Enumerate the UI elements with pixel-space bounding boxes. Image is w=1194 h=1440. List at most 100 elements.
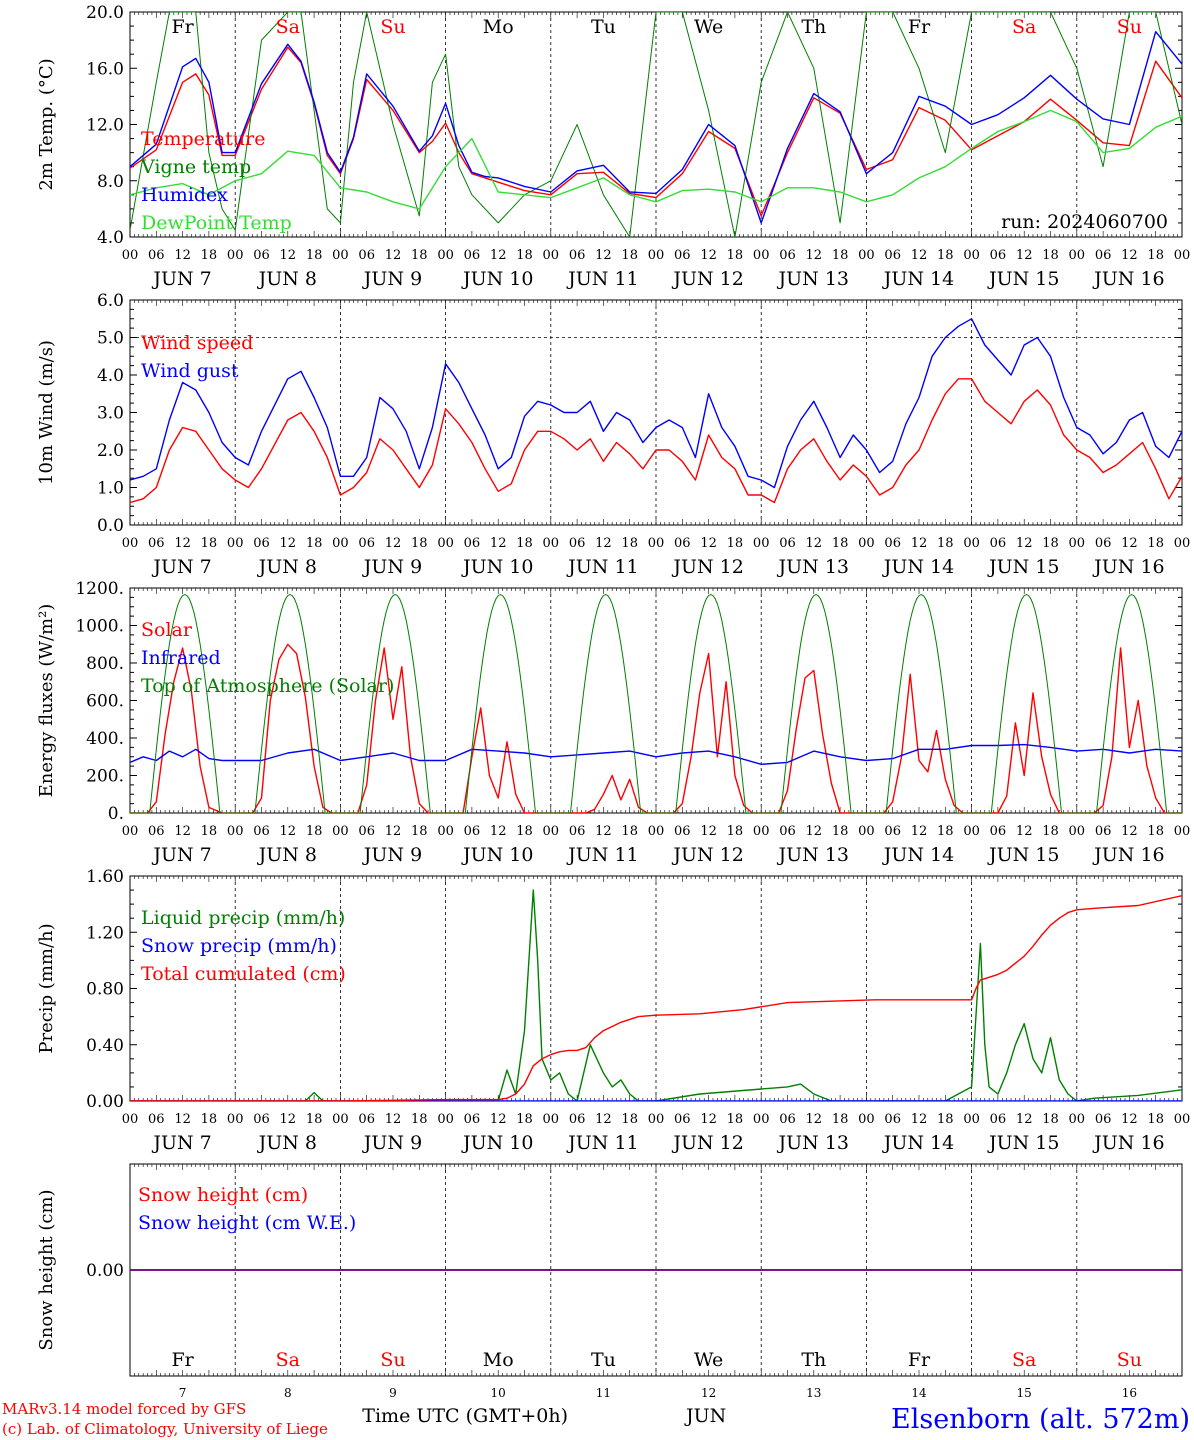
y-tick-label: 400. xyxy=(86,729,124,749)
weekday-label: Sa xyxy=(276,1349,300,1371)
hour-tick-label: 00 xyxy=(753,1112,770,1127)
y-tick-label: 0.80 xyxy=(86,980,124,1000)
hour-tick-label: 18 xyxy=(201,248,218,263)
hour-tick-label: 12 xyxy=(174,248,191,263)
weekday-label: Th xyxy=(801,1349,826,1371)
series-dewpoint-temp xyxy=(130,109,1182,210)
hour-tick-label: 12 xyxy=(595,536,612,551)
hour-tick-label: 18 xyxy=(727,1112,744,1127)
series-vigne-temp xyxy=(130,12,1182,237)
hour-tick-label: 18 xyxy=(411,248,428,263)
hour-tick-label: 18 xyxy=(516,536,533,551)
hour-tick-label: 00 xyxy=(648,824,665,839)
legend-entry: Solar xyxy=(141,619,193,641)
hour-tick-label: 12 xyxy=(385,536,402,551)
y-tick-label: 0.00 xyxy=(86,1261,124,1281)
hour-tick-label: 18 xyxy=(1147,1112,1164,1127)
weekday-label: Su xyxy=(380,16,405,38)
weekday-label: Mo xyxy=(483,16,514,38)
hour-tick-label: 12 xyxy=(280,536,297,551)
legend-entry: Infrared xyxy=(141,647,221,669)
date-label: JUN 8 xyxy=(257,268,317,290)
month-label: JUN xyxy=(684,1405,726,1427)
hour-tick-label: 06 xyxy=(779,824,796,839)
date-label: JUN 14 xyxy=(882,268,954,290)
hour-tick-label: 00 xyxy=(858,248,875,263)
legend-entry: Snow height (cm) xyxy=(138,1184,308,1206)
weekday-label: Fr xyxy=(171,1349,194,1371)
date-label: JUN 15 xyxy=(987,1132,1059,1154)
date-label: JUN 11 xyxy=(566,556,638,578)
hour-tick-label: 12 xyxy=(490,536,507,551)
legend-entry: Vigne temp xyxy=(140,156,251,178)
date-label: JUN 13 xyxy=(777,556,849,578)
date-label: JUN 9 xyxy=(362,268,422,290)
hour-tick-label: 00 xyxy=(543,536,560,551)
y-tick-label: 0.00 xyxy=(86,1092,124,1112)
date-label: JUN 14 xyxy=(882,1132,954,1154)
hour-tick-label: 06 xyxy=(884,1112,901,1127)
date-label: JUN 12 xyxy=(671,556,743,578)
hour-tick-label: 06 xyxy=(674,824,691,839)
hour-tick-label: 06 xyxy=(569,248,586,263)
date-label: JUN 16 xyxy=(1092,844,1164,866)
hour-tick-label: 06 xyxy=(569,824,586,839)
y-tick-label: 1.60 xyxy=(86,867,124,887)
hour-tick-label: 18 xyxy=(832,536,849,551)
hour-tick-label: 18 xyxy=(201,1112,218,1127)
y-tick-label: 16.0 xyxy=(86,59,124,79)
panel-frame xyxy=(129,587,1183,814)
date-label: JUN 16 xyxy=(1092,268,1164,290)
day-number-label: 15 xyxy=(1017,1386,1032,1400)
hour-tick-label: 12 xyxy=(700,1112,717,1127)
y-tick-label: 1200. xyxy=(75,579,124,599)
weekday-label: Fr xyxy=(908,1349,931,1371)
hour-tick-label: 00 xyxy=(963,248,980,263)
date-label: JUN 15 xyxy=(987,844,1059,866)
date-label: JUN 10 xyxy=(461,844,533,866)
date-label: JUN 11 xyxy=(566,268,638,290)
date-label: JUN 7 xyxy=(151,268,211,290)
hour-tick-label: 12 xyxy=(700,536,717,551)
hour-tick-label: 18 xyxy=(937,824,954,839)
y-tick-label: 600. xyxy=(86,692,124,712)
hour-tick-label: 18 xyxy=(727,248,744,263)
hour-tick-label: 06 xyxy=(358,248,375,263)
hour-tick-label: 06 xyxy=(148,248,165,263)
panel-snow: 0.00 Snow height (cm) Snow height (cm) Snow… xyxy=(36,1163,1183,1400)
hour-tick-label: 12 xyxy=(911,536,928,551)
hour-tick-label: 06 xyxy=(884,536,901,551)
hour-tick-label: 00 xyxy=(1174,536,1191,551)
series-infrared xyxy=(130,743,1182,765)
hour-tick-label: 12 xyxy=(174,1112,191,1127)
hour-tick-label: 00 xyxy=(332,248,349,263)
x-axis-label: Time UTC (GMT+0h) xyxy=(362,1405,568,1427)
hour-tick-label: 00 xyxy=(227,536,244,551)
date-label: JUN 7 xyxy=(151,1132,211,1154)
hour-tick-label: 00 xyxy=(332,536,349,551)
weekday-label: Sa xyxy=(1012,1349,1036,1371)
legend-entry: Liquid precip (mm/h) xyxy=(141,907,345,929)
hour-tick-label: 12 xyxy=(490,248,507,263)
hour-tick-label: 00 xyxy=(543,1112,560,1127)
hour-tick-label: 18 xyxy=(1042,824,1059,839)
y-tick-label: 0.0 xyxy=(97,516,124,536)
weekday-label: We xyxy=(694,16,723,38)
hour-tick-label: 18 xyxy=(306,536,323,551)
hour-tick-label: 00 xyxy=(1174,1112,1191,1127)
hour-tick-label: 06 xyxy=(1095,1112,1112,1127)
weekday-label: Mo xyxy=(483,1349,514,1371)
hour-tick-label: 00 xyxy=(648,248,665,263)
y-axis-label: Energy fluxes (W/m²) xyxy=(36,604,57,798)
hour-tick-label: 18 xyxy=(937,248,954,263)
hour-tick-label: 06 xyxy=(253,824,270,839)
hour-tick-label: 12 xyxy=(1016,824,1033,839)
hour-tick-label: 00 xyxy=(122,1112,139,1127)
hour-tick-label: 18 xyxy=(306,248,323,263)
hour-tick-label: 12 xyxy=(911,1112,928,1127)
hour-tick-label: 06 xyxy=(990,248,1007,263)
day-number-label: 16 xyxy=(1122,1386,1137,1400)
hour-tick-label: 12 xyxy=(1121,248,1138,263)
hour-tick-label: 12 xyxy=(595,1112,612,1127)
hour-tick-label: 06 xyxy=(464,824,481,839)
